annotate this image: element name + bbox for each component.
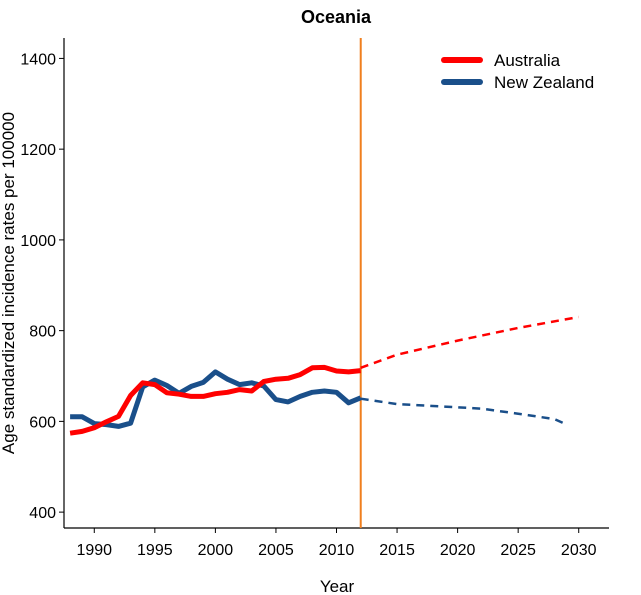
y-ticks: 400 600 800 1000 1200 1400 bbox=[20, 51, 64, 522]
x-ticks: 1990 1995 2000 2005 2010 2015 2020 2025 2030 bbox=[76, 528, 597, 559]
x-tick-label: 2000 bbox=[198, 542, 234, 559]
new-zealand-legend-label: New Zealand bbox=[494, 73, 594, 92]
y-axis-title: Age standardized incidence rates per 100… bbox=[0, 112, 18, 454]
x-tick-label: 2015 bbox=[379, 542, 415, 559]
australia-legend-label: Australia bbox=[494, 51, 561, 70]
y-tick-label: 1400 bbox=[20, 51, 56, 68]
y-tick-label: 800 bbox=[29, 324, 56, 341]
x-tick-label: 1995 bbox=[137, 542, 173, 559]
x-axis-title: Year bbox=[320, 577, 355, 595]
y-tick-label: 1000 bbox=[20, 233, 56, 250]
australia-projected-line bbox=[360, 315, 579, 369]
x-tick-label: 2030 bbox=[561, 542, 597, 559]
x-tick-label: 2005 bbox=[258, 542, 294, 559]
axes bbox=[63, 38, 609, 529]
y-tick-label: 600 bbox=[29, 414, 56, 431]
y-tick-label: 1200 bbox=[20, 142, 56, 159]
series-layer bbox=[69, 315, 579, 436]
chart-title: Oceania bbox=[301, 7, 372, 27]
x-tick-label: 2025 bbox=[500, 542, 536, 559]
new-zealand-projected-line bbox=[360, 397, 568, 426]
x-tick-label: 2020 bbox=[440, 542, 476, 559]
new-zealand-observed-line bbox=[70, 369, 362, 429]
australia-observed-line bbox=[69, 364, 361, 436]
legend: Australia New Zealand bbox=[441, 51, 594, 92]
y-tick-label: 400 bbox=[29, 505, 56, 522]
x-tick-label: 2010 bbox=[319, 542, 355, 559]
x-tick-label: 1990 bbox=[76, 542, 112, 559]
